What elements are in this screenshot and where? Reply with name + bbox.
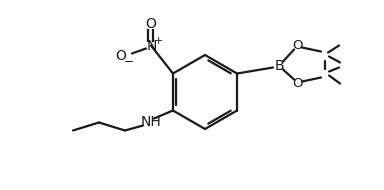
Text: +: + bbox=[154, 36, 164, 45]
Text: NH: NH bbox=[141, 116, 161, 130]
Text: B: B bbox=[274, 59, 284, 73]
Text: O: O bbox=[146, 17, 156, 32]
Text: −: − bbox=[124, 55, 134, 68]
Text: O: O bbox=[292, 77, 302, 90]
Text: O: O bbox=[116, 48, 126, 63]
Text: N: N bbox=[147, 39, 157, 52]
Text: O: O bbox=[292, 39, 302, 52]
